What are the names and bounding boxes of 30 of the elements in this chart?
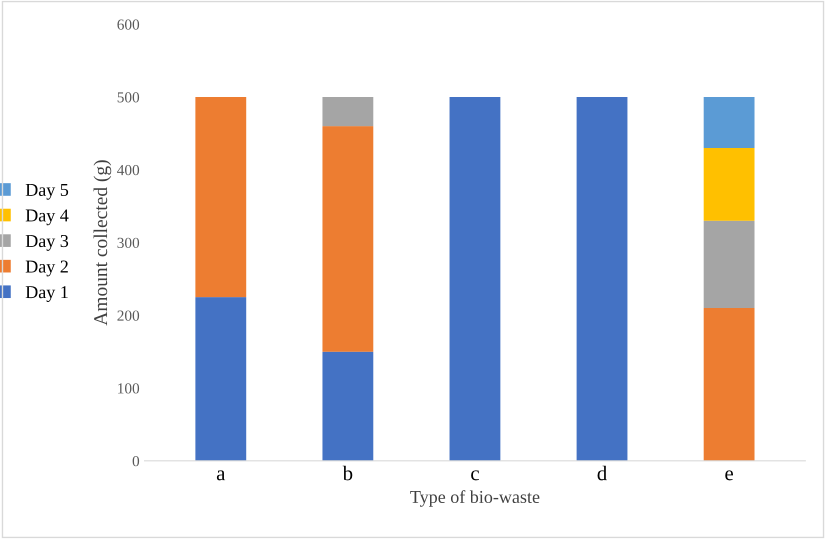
legend-label: Day 1	[26, 286, 68, 302]
bar	[704, 220, 755, 308]
bar	[322, 97, 374, 126]
x-tick-label: b	[342, 466, 352, 480]
y-tick-label: 500	[118, 92, 140, 102]
x-tick-label: a	[216, 470, 226, 480]
x-tick-label: d	[598, 466, 607, 480]
y-tick-label: 200	[117, 310, 140, 321]
y-tick-label: 100	[118, 383, 140, 394]
bar	[704, 97, 755, 148]
bar	[322, 352, 374, 461]
y-axis-title: Amount collected (g)	[94, 160, 112, 326]
y-tick-label: 400	[117, 164, 140, 176]
legend-label: Day 4	[26, 209, 69, 226]
y-tick-label: 600	[117, 19, 140, 30]
y-tick-label: 300	[118, 238, 140, 248]
bar	[704, 308, 755, 461]
x-tick-label: e	[725, 470, 734, 480]
bar	[450, 97, 500, 461]
legend-label: Day 3	[26, 234, 68, 251]
x-tick-label: c	[471, 470, 479, 480]
x-axis-title: Type of bio-waste	[410, 490, 540, 507]
bar	[704, 148, 755, 221]
y-tick-label: 0	[132, 456, 140, 466]
legend-label: Day 5	[26, 184, 68, 200]
bar	[576, 97, 628, 461]
legend-label: Day 2	[26, 260, 68, 276]
bar	[195, 297, 246, 461]
bar	[322, 126, 374, 352]
bar	[195, 97, 246, 298]
